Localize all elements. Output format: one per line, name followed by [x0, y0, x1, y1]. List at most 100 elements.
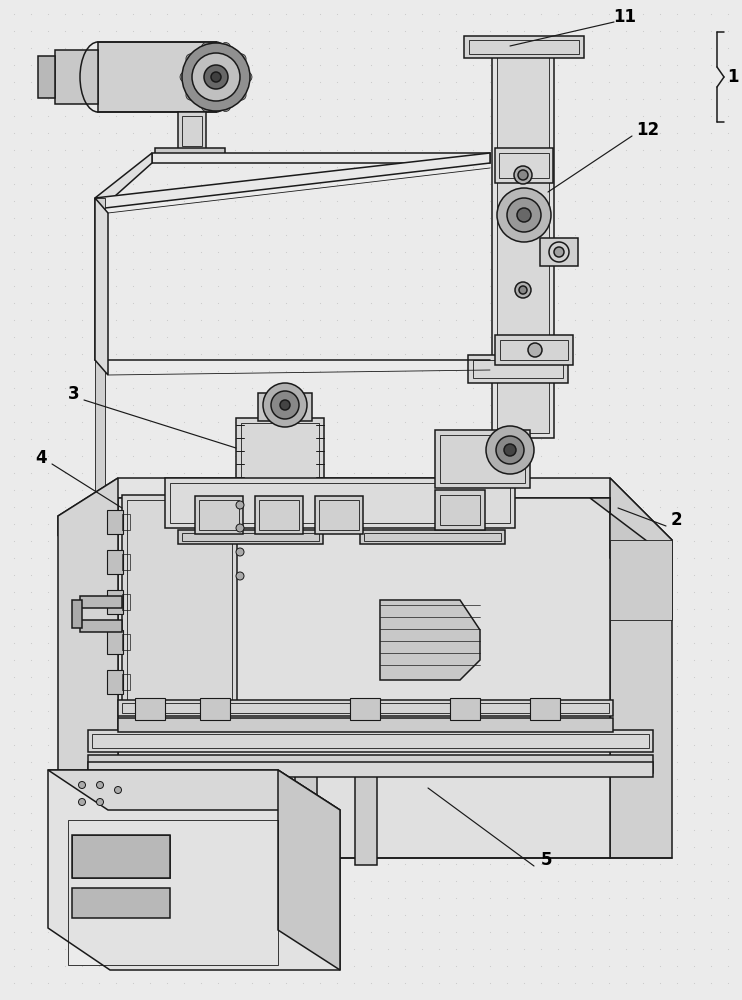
Point [365, 193, 377, 209]
Point [671, 6, 683, 22]
Point [399, 754, 411, 770]
Point [25, 295, 37, 311]
Point [263, 397, 275, 413]
Point [688, 941, 700, 957]
Bar [155, 148, 225, 158]
Point [603, 295, 615, 311]
Point [586, 754, 598, 770]
Point [382, 108, 394, 124]
Point [195, 108, 207, 124]
Point [76, 499, 88, 515]
Point [637, 703, 649, 719]
Point [76, 686, 88, 702]
Point [127, 805, 139, 821]
Point [59, 788, 71, 804]
Point [229, 703, 241, 719]
Bar [360, 530, 505, 544]
Point [450, 533, 462, 549]
Point [416, 125, 428, 141]
Point [382, 975, 394, 991]
Point [76, 856, 88, 872]
Point [671, 465, 683, 481]
Point [178, 771, 190, 787]
Point [76, 6, 88, 22]
Point [399, 329, 411, 345]
Point [416, 516, 428, 532]
Point [467, 482, 479, 498]
Point [603, 584, 615, 600]
Point [399, 805, 411, 821]
Point [365, 176, 377, 192]
Point [705, 363, 717, 379]
Point [178, 652, 190, 668]
Bar [122, 495, 237, 705]
Point [535, 805, 547, 821]
Point [467, 414, 479, 430]
Point [229, 822, 241, 838]
Point [76, 720, 88, 736]
Point [518, 703, 530, 719]
Point [8, 6, 20, 22]
Point [76, 261, 88, 277]
Point [416, 533, 428, 549]
Point [722, 839, 734, 855]
Point [297, 737, 309, 753]
Point [314, 295, 326, 311]
Point [382, 210, 394, 226]
Point [654, 822, 666, 838]
Point [178, 40, 190, 56]
Point [467, 193, 479, 209]
Point [127, 567, 139, 583]
Point [229, 57, 241, 73]
Point [348, 278, 360, 294]
Point [450, 210, 462, 226]
Point [212, 448, 224, 464]
Point [365, 669, 377, 685]
Point [586, 516, 598, 532]
Point [620, 23, 632, 39]
Point [229, 601, 241, 617]
Point [433, 142, 445, 158]
Point [416, 346, 428, 362]
Point [195, 907, 207, 923]
Point [467, 516, 479, 532]
Point [59, 244, 71, 260]
Point [8, 448, 20, 464]
Point [195, 363, 207, 379]
Point [535, 975, 547, 991]
Point [212, 278, 224, 294]
Point [722, 873, 734, 889]
Point [484, 873, 496, 889]
Point [144, 618, 156, 634]
Point [314, 278, 326, 294]
Point [144, 210, 156, 226]
Point [93, 703, 105, 719]
Point [161, 142, 173, 158]
Point [688, 839, 700, 855]
Point [620, 261, 632, 277]
Point [603, 958, 615, 974]
Point [8, 57, 20, 73]
Point [178, 533, 190, 549]
Bar [295, 775, 317, 865]
Bar [170, 483, 510, 523]
Point [501, 516, 513, 532]
Point [178, 975, 190, 991]
Point [399, 363, 411, 379]
Point [518, 975, 530, 991]
Point [586, 125, 598, 141]
Bar [241, 423, 319, 518]
Point [535, 567, 547, 583]
Point [433, 482, 445, 498]
Point [93, 176, 105, 192]
Point [586, 975, 598, 991]
Point [331, 924, 343, 940]
Point [25, 686, 37, 702]
Point [42, 975, 54, 991]
Point [76, 210, 88, 226]
Point [518, 499, 530, 515]
Point [161, 210, 173, 226]
Point [42, 737, 54, 753]
Point [620, 40, 632, 56]
Point [110, 312, 122, 328]
